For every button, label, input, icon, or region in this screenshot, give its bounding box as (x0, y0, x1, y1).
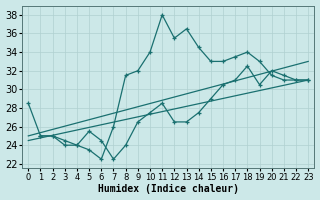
X-axis label: Humidex (Indice chaleur): Humidex (Indice chaleur) (98, 184, 239, 194)
